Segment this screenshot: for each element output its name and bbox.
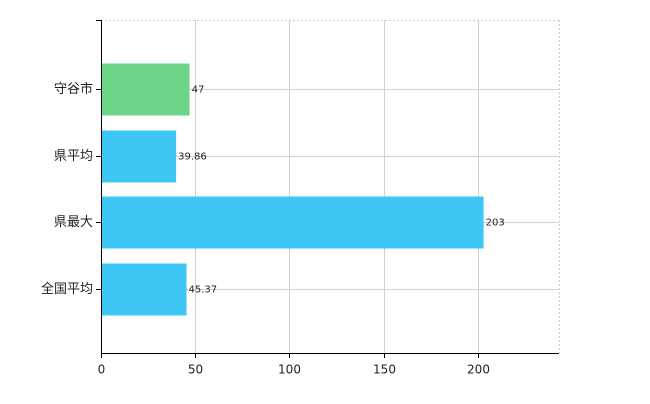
- bar: [101, 130, 177, 183]
- bar: [101, 196, 484, 249]
- y-tick-label: 全国平均: [41, 281, 93, 297]
- y-tick-label: 守谷市: [54, 81, 93, 97]
- y-tick-label: 県最大: [54, 215, 93, 230]
- value-label: 47: [192, 85, 205, 96]
- value-label: 45.37: [189, 285, 218, 296]
- x-tick-label: 150: [373, 363, 396, 377]
- value-label: 39.86: [178, 152, 207, 163]
- x-tick-label: 0: [98, 363, 106, 377]
- x-tick-label: 200: [467, 363, 490, 377]
- y-tick-label: 県平均: [54, 149, 93, 164]
- x-tick-label: 100: [278, 363, 301, 377]
- bar: [101, 63, 190, 116]
- bar: [101, 263, 187, 316]
- x-tick-label: 50: [188, 363, 203, 377]
- value-label: 203: [486, 218, 505, 229]
